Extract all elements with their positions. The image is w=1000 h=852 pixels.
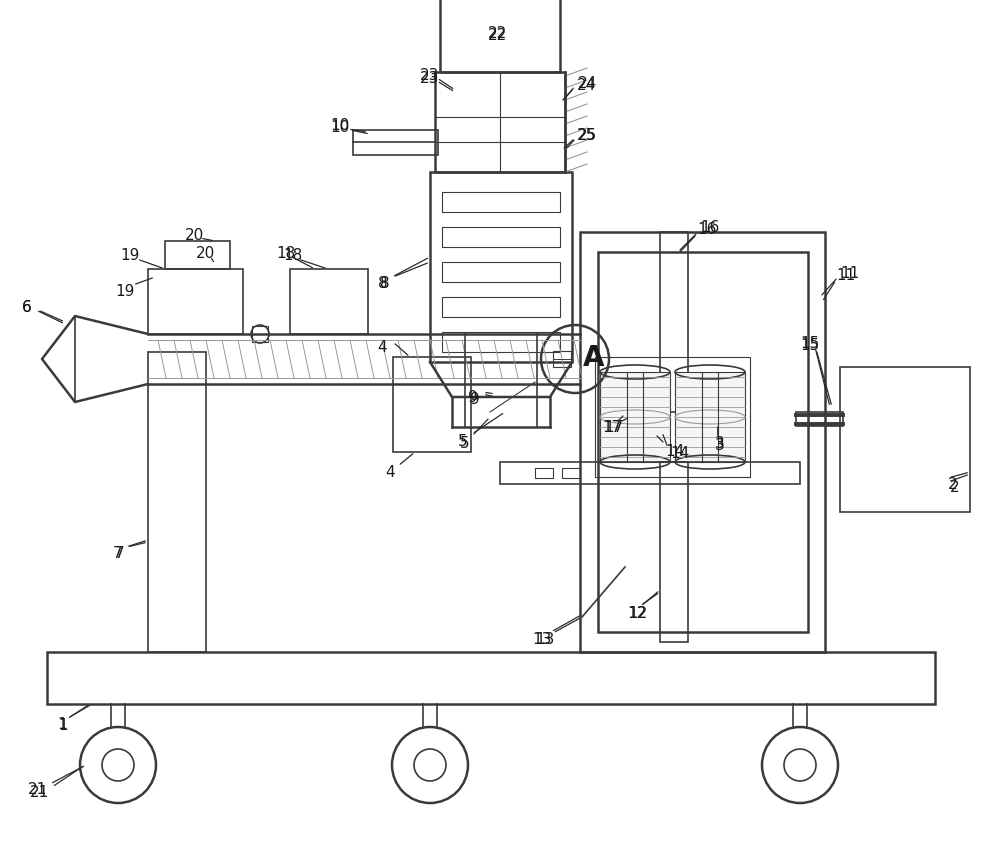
Text: 14: 14 [670, 445, 689, 460]
Text: 5: 5 [458, 433, 468, 448]
Text: 12: 12 [628, 605, 647, 619]
Bar [598, 253, 808, 632]
Text: 25: 25 [577, 127, 596, 142]
Text: 8: 8 [378, 275, 388, 291]
Bar [442, 262, 560, 283]
Text: 20: 20 [196, 245, 215, 260]
Text: 20: 20 [185, 227, 204, 242]
Text: 7: 7 [115, 545, 125, 560]
Bar [442, 193, 560, 213]
Text: 23: 23 [420, 67, 439, 83]
Text: 5: 5 [460, 435, 470, 450]
Text: 6: 6 [22, 300, 32, 315]
Bar [553, 352, 571, 367]
Bar [840, 367, 970, 512]
Text: 21: 21 [30, 785, 49, 799]
Text: 7: 7 [113, 545, 123, 560]
Text: A: A [583, 343, 604, 371]
Bar [430, 173, 572, 363]
Bar [353, 131, 438, 156]
Text: 10: 10 [330, 119, 349, 135]
Text: 9: 9 [468, 390, 478, 405]
Bar [796, 412, 843, 427]
Text: 17: 17 [602, 420, 621, 435]
Bar [47, 653, 935, 704]
Bar [148, 270, 243, 335]
Text: 13: 13 [532, 630, 551, 646]
Text: 12: 12 [627, 605, 646, 619]
Text: 18: 18 [276, 245, 295, 260]
Text: 1: 1 [57, 717, 67, 732]
Text: 11: 11 [836, 268, 855, 282]
Text: 18: 18 [283, 247, 302, 262]
Text: 21: 21 [28, 781, 47, 797]
Bar [660, 233, 688, 412]
Text: 3: 3 [715, 438, 725, 453]
Text: 10: 10 [330, 118, 349, 132]
Bar [148, 353, 206, 653]
Text: 22: 22 [488, 27, 507, 43]
Bar [500, 463, 800, 485]
Text: 2: 2 [948, 477, 958, 492]
Bar [580, 233, 825, 653]
Bar [600, 372, 670, 463]
Text: 24: 24 [577, 78, 596, 92]
Bar [660, 463, 688, 642]
Text: 1: 1 [58, 717, 68, 733]
Bar [440, 0, 560, 73]
Text: 22: 22 [488, 26, 507, 40]
Bar [535, 469, 553, 479]
Text: 8: 8 [380, 275, 390, 291]
Text: 16: 16 [697, 222, 716, 236]
Text: 9: 9 [470, 392, 480, 407]
Text: 19: 19 [120, 247, 139, 262]
Text: 17: 17 [604, 419, 623, 434]
Bar [393, 358, 471, 452]
Text: 6: 6 [22, 300, 32, 315]
Text: 24: 24 [578, 76, 597, 90]
Bar [442, 332, 560, 353]
Bar [595, 358, 750, 477]
Text: 2: 2 [950, 480, 960, 495]
Bar [290, 270, 368, 335]
Bar [165, 242, 230, 270]
Text: 11: 11 [840, 265, 859, 280]
Bar [562, 469, 580, 479]
Bar [442, 297, 560, 318]
Text: 15: 15 [800, 337, 819, 352]
Text: 23: 23 [420, 71, 439, 85]
Bar [442, 227, 560, 248]
Text: 4: 4 [377, 340, 387, 355]
Text: 4: 4 [385, 465, 395, 480]
Text: 14: 14 [665, 443, 684, 458]
Text: 15: 15 [800, 335, 819, 350]
Bar [435, 73, 565, 173]
Text: 13: 13 [535, 632, 554, 647]
Text: 16: 16 [700, 219, 719, 234]
Bar [675, 372, 745, 463]
Text: 25: 25 [578, 127, 597, 142]
Bar [252, 326, 268, 343]
Text: 19: 19 [115, 283, 134, 298]
Text: 3: 3 [715, 435, 725, 450]
